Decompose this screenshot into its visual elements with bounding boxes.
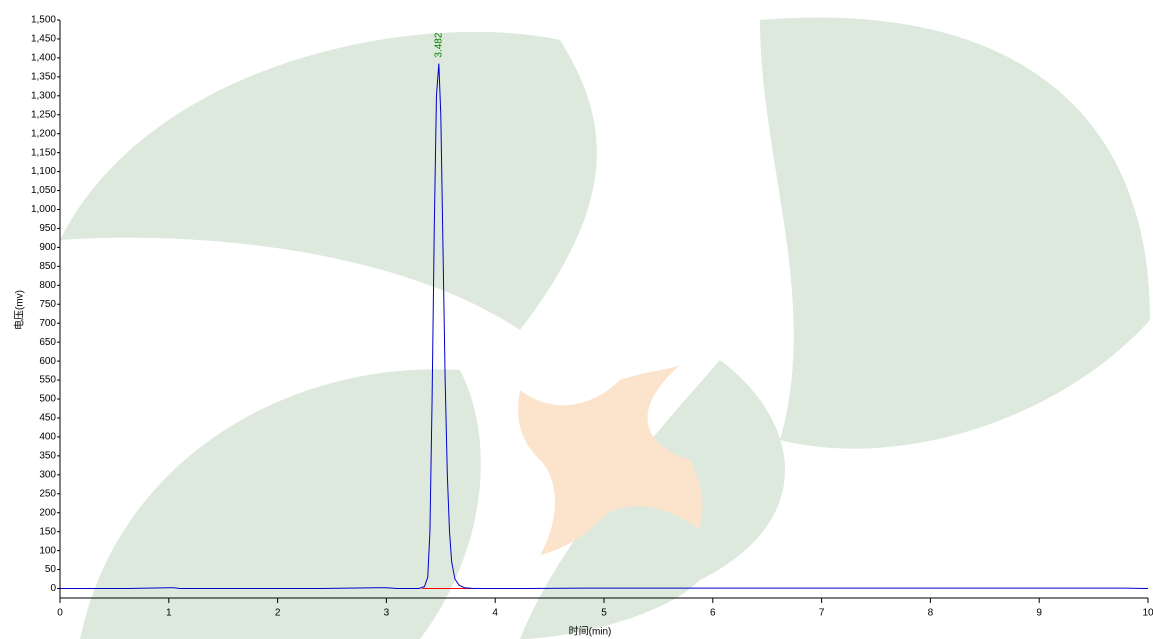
y-tick-label: 850 [39,261,56,272]
x-tick-label: 0 [57,608,63,619]
y-tick-label: 0 [50,583,56,594]
y-tick-label: 650 [39,337,56,348]
y-tick-label: 150 [39,526,56,537]
y-tick-label: 1,500 [31,15,56,26]
x-tick-label: 5 [601,608,607,619]
y-tick-label: 400 [39,432,56,443]
x-tick-label: 9 [1036,608,1042,619]
y-tick-label: 200 [39,507,56,518]
y-tick-label: 800 [39,280,56,291]
y-tick-label: 1,100 [31,166,56,177]
x-tick-label: 3 [384,608,390,619]
x-tick-label: 10 [1142,608,1153,619]
x-tick-label: 4 [492,608,498,619]
x-tick-label: 7 [819,608,825,619]
x-tick-label: 2 [275,608,281,619]
y-tick-label: 1,200 [31,128,56,139]
y-tick-label: 550 [39,375,56,386]
peak-label: 3.482 [433,32,444,57]
y-tick-label: 1,300 [31,90,56,101]
y-tick-label: 950 [39,223,56,234]
x-tick-label: 8 [928,608,934,619]
y-tick-label: 250 [39,488,56,499]
y-tick-label: 1,450 [31,34,56,45]
y-tick-label: 1,050 [31,185,56,196]
y-tick-label: 1,000 [31,204,56,215]
y-tick-label: 1,150 [31,147,56,158]
x-tick-label: 6 [710,608,716,619]
y-tick-label: 1,400 [31,53,56,64]
y-tick-label: 600 [39,356,56,367]
y-tick-label: 900 [39,242,56,253]
line [60,63,1149,590]
x-tick-label: 1 [166,608,172,619]
y-tick-label: 100 [39,545,56,556]
y-tick-label: 700 [39,318,56,329]
y-tick-label: 1,350 [31,71,56,82]
watermark [60,17,1150,639]
y-tick-label: 500 [39,394,56,405]
y-tick-label: 350 [39,451,56,462]
y-tick-label: 50 [45,564,57,575]
y-tick-label: 300 [39,469,56,480]
y-tick-label: 750 [39,299,56,310]
y-axis-label: 电压(mv) [13,290,26,330]
y-tick-label: 450 [39,413,56,424]
x-axis-label: 时间(min) [569,625,612,638]
y-tick-label: 1,250 [31,109,56,120]
